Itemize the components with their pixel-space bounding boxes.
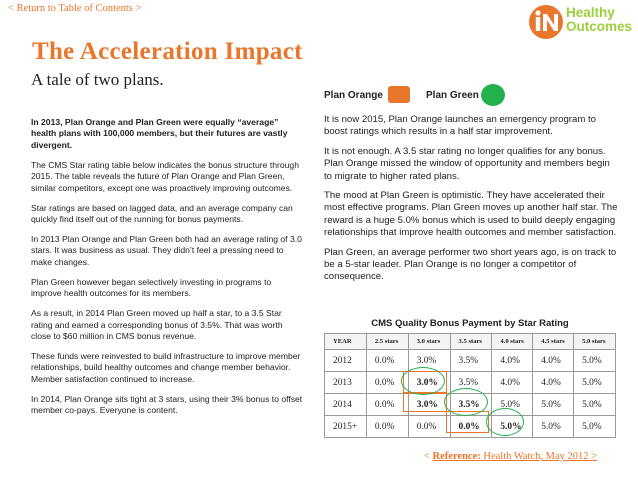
table-header-cell: 2.5 stars [365,333,409,350]
table-cell: 4.0% [532,371,575,394]
logo-text-line1: Healthy [566,5,615,20]
left-paragraph: Plan Green however began selectively inv… [31,276,272,299]
table-cell: 2013 [324,371,367,394]
reference-prefix: < [424,451,433,462]
right-paragraph: It is now 2015, Plan Orange launches an … [324,114,596,138]
table-header-cell: 4.5 stars [532,333,575,350]
table-header-row: YEAR 2.5 stars 3.0 stars 3.5 stars 4.0 s… [324,333,616,350]
left-paragraph: In 2013 Plan Orange and Plan Green both … [31,234,302,267]
legend-label-orange: Plan Orange [324,90,383,101]
left-paragraph: In 2014, Plan Orange sits tight at 3 sta… [31,393,303,416]
plan-green-marker-2013 [401,367,445,395]
table-cell: 2015+ [324,415,367,438]
table-cell: 5.0% [532,415,575,438]
green-swatch [481,84,505,106]
table-cell: 4.0% [491,349,534,372]
table-row: 2012 0.0% 3.0% 3.5% 4.0% 4.0% 5.0% [324,349,616,372]
table-cell: 5.0% [532,393,575,416]
right-paragraph: It is not enough. A 3.5 star rating no l… [324,145,610,182]
table-header-cell: 3.5 stars [449,333,493,350]
legend-label-green: Plan Green [426,90,479,101]
reference-text: Health Watch, May 2012 > [480,451,598,462]
table-cell: 2012 [324,349,367,372]
healthy-outcomes-logo: Healthy Outcomes [529,4,634,42]
return-to-toc-link[interactable]: < Return to Table of Contents > [8,3,142,14]
table-cell: 0.0% [365,393,409,416]
logo-mark-icon [529,5,563,39]
table-cell: 0.0% [365,415,409,438]
page-title: The Acceleration Impact [32,38,303,65]
table-cell: 5.0% [573,415,616,438]
right-paragraph: Plan Green, an average performer two sho… [324,246,617,283]
logo-text-line2: Outcomes [566,19,633,34]
left-paragraph: The CMS Star rating table below indicate… [31,159,299,193]
left-column-text: In 2013, Plan Orange and Plan Green were… [31,117,303,425]
intro-paragraph: In 2013, Plan Orange and Plan Green were… [31,117,288,150]
plan-green-marker-2014 [444,388,488,416]
table-header-cell: 5.0 stars [573,333,616,350]
table-cell: 4.0% [491,371,534,394]
table-title: CMS Quality Bonus Payment by Star Rating [371,318,569,329]
table-cell: 5.0% [573,393,616,416]
left-paragraph: Star ratings are based on lagged data, a… [31,202,293,225]
table-cell: 4.0% [532,349,575,372]
reference-citation[interactable]: < Reference: Health Watch, May 2012 > [424,451,597,462]
table-header-cell: 3.0 stars [407,333,451,350]
table-cell: 0.0% [365,349,409,372]
right-column-text: It is now 2015, Plan Orange launches an … [324,114,620,291]
plan-orange-marker-2014 [403,393,447,412]
logo-text: Healthy Outcomes [566,6,632,34]
orange-swatch [388,86,410,103]
table-header-cell: 4.0 stars [491,333,534,350]
table-cell: 2014 [324,393,367,416]
table-header-cell: YEAR [324,333,367,350]
left-paragraph: These funds were reinvested to build inf… [31,351,301,384]
right-paragraph: The mood at Plan Green is optimistic. Th… [324,190,618,239]
plan-green-marker-2015 [486,408,524,436]
table-cell: 0.0% [407,415,451,438]
table-cell: 3.5% [449,349,493,372]
table-cell: 5.0% [573,349,616,372]
table-cell: 5.0% [573,371,616,394]
left-paragraph: As a result, in 2014 Plan Green moved up… [31,308,283,342]
reference-label: Reference: [432,451,481,462]
page-subtitle: A tale of two plans. [31,70,164,89]
